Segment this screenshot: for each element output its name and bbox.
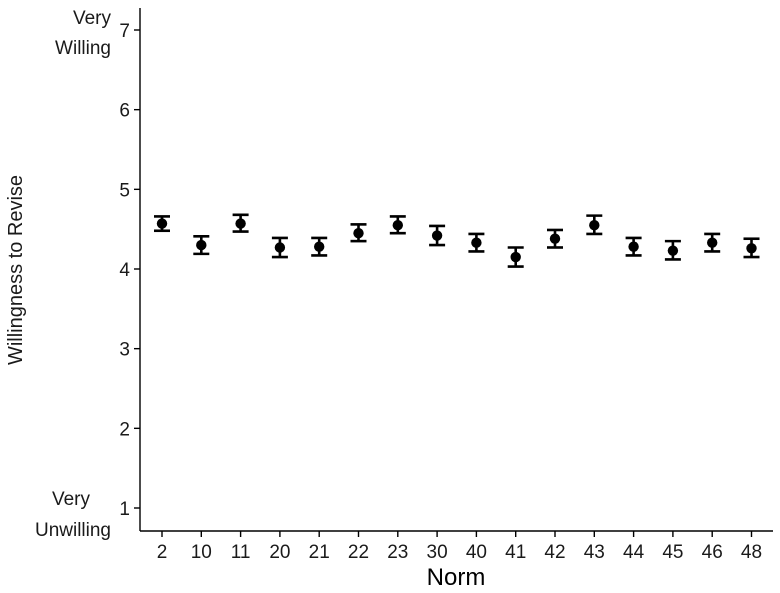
x-tick-labels: 2 10 11 20 21 22 23 30 40 41 42 43 44 45 46 48: [157, 542, 762, 563]
x-tick-label: 21: [309, 542, 330, 563]
x-tick-label: 43: [584, 542, 605, 563]
y-ticks: [134, 29, 140, 509]
data-point: [549, 233, 561, 244]
data-point: [353, 227, 364, 239]
y-tick-label: 7: [119, 21, 130, 42]
data-point: [314, 241, 325, 252]
data-point: [156, 218, 168, 229]
x-tick-label: 20: [269, 542, 290, 563]
x-tick-label: 11: [231, 542, 251, 563]
data-point: [235, 218, 246, 229]
data-point: [274, 242, 286, 253]
y-anchor-top-line1: Very: [73, 8, 112, 29]
y-tick-label: 4: [119, 260, 130, 281]
data-point: [589, 219, 600, 231]
x-tick-label: 22: [348, 542, 369, 563]
x-tick-label: 48: [741, 542, 762, 563]
x-tick-label: 46: [702, 542, 723, 563]
x-tick-label: 40: [466, 542, 487, 563]
x-tick-label: 30: [427, 542, 448, 563]
data-point: [392, 219, 403, 231]
data-point: [667, 245, 679, 256]
y-tick-label: 2: [119, 419, 130, 440]
data-point: [471, 237, 482, 248]
y-tick-label: 3: [119, 340, 130, 361]
data-point: [510, 251, 521, 263]
y-axis-title: Willingness to Revise: [5, 175, 27, 365]
x-ticks: [161, 531, 753, 537]
x-axis-title: Norm: [427, 564, 486, 591]
x-tick-label: 41: [505, 542, 526, 563]
x-tick-label: 23: [387, 542, 408, 563]
y-tick-label: 6: [119, 101, 130, 122]
y-anchor-bottom-line1: Very: [52, 489, 91, 510]
data-point: [431, 230, 443, 241]
x-tick-label: 42: [544, 542, 565, 563]
data-point: [196, 239, 207, 251]
y-anchor-top-line2: Willing: [55, 38, 111, 59]
data-points: [156, 218, 757, 263]
x-tick-label: 44: [623, 542, 645, 563]
x-tick-label: 2: [157, 542, 168, 563]
y-tick-label: 1: [119, 499, 130, 520]
x-tick-label: 10: [191, 542, 212, 563]
y-tick-labels: 1 2 3 4 5 6 7: [119, 21, 130, 520]
x-tick-label: 45: [662, 542, 683, 563]
y-anchor-bottom-line2: Unwilling: [35, 520, 111, 541]
data-point: [707, 237, 718, 248]
data-point: [746, 243, 757, 254]
data-point: [628, 241, 639, 252]
y-tick-label: 5: [119, 180, 130, 201]
